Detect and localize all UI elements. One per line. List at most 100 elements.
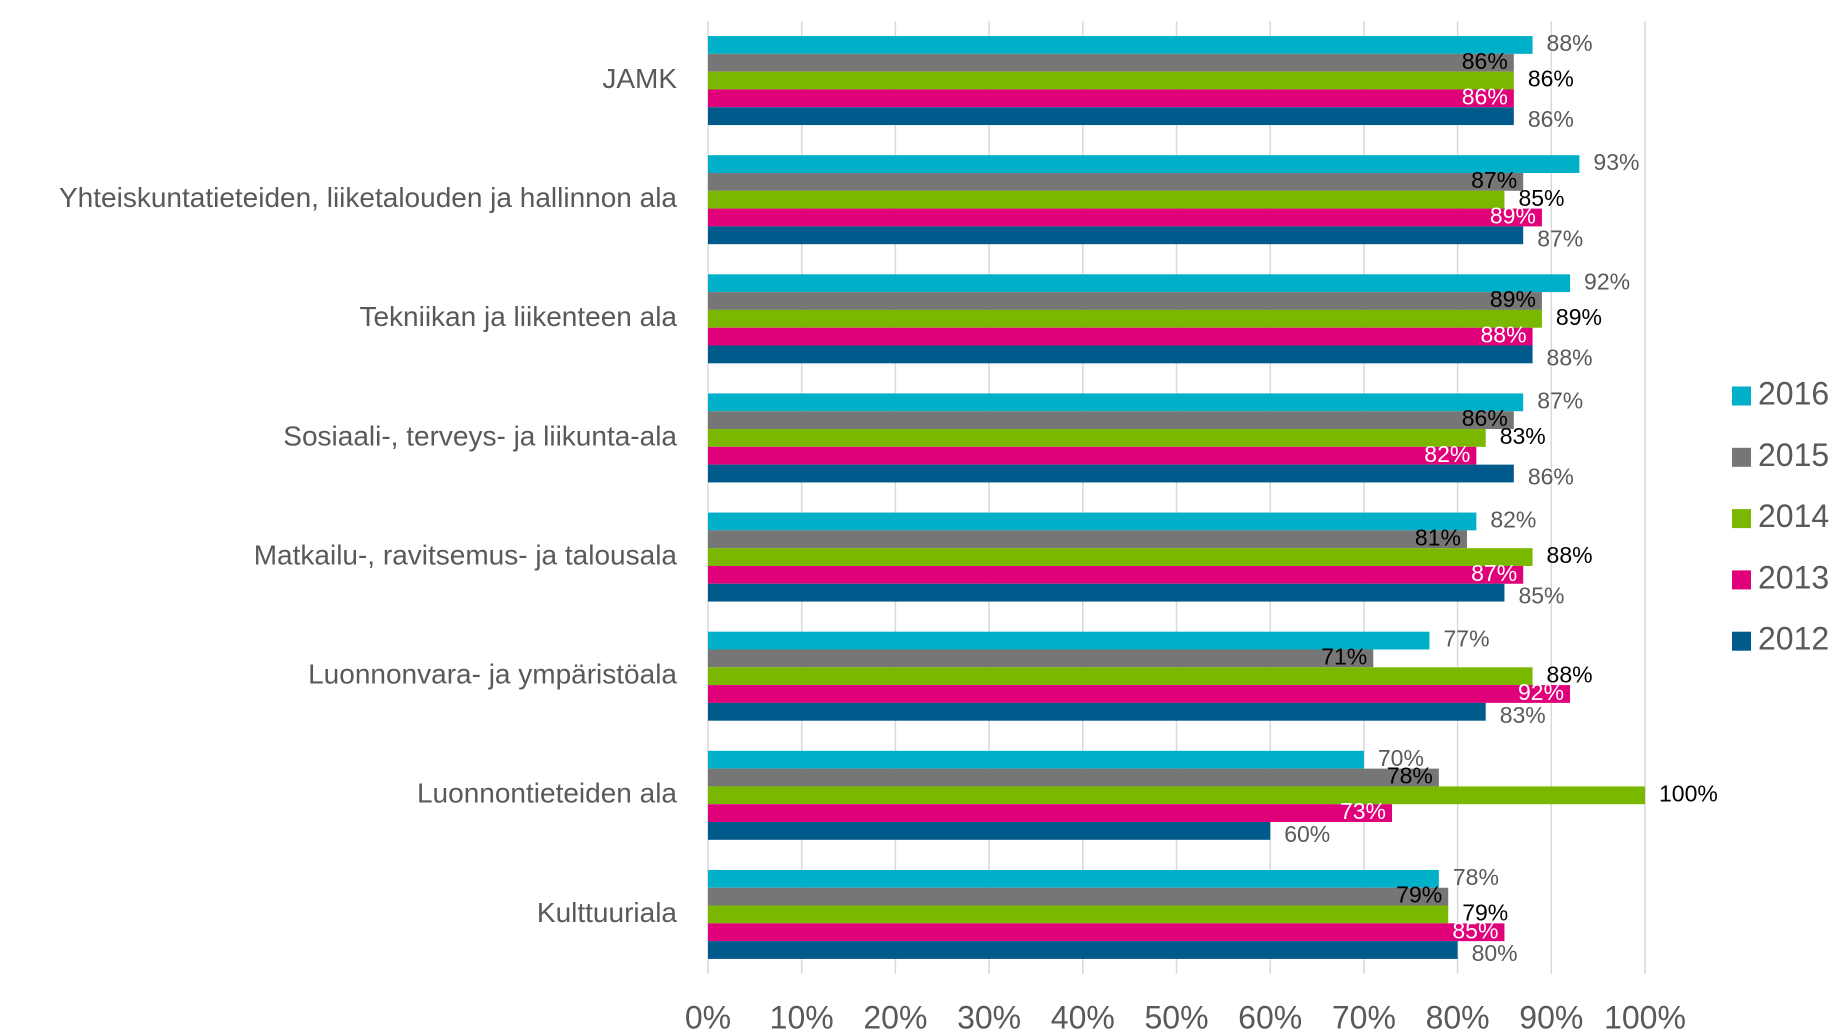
- data-label: 87%: [1471, 167, 1517, 193]
- data-label: 100%: [1659, 780, 1718, 806]
- data-label: 71%: [1321, 643, 1367, 669]
- x-tick-label: 70%: [1332, 999, 1396, 1034]
- bar: [708, 274, 1571, 293]
- data-label: 86%: [1528, 66, 1574, 92]
- category-label: Sosiaali-, terveys- ja liikunta-ala: [283, 420, 677, 451]
- bar: [708, 309, 1542, 328]
- bar: [708, 345, 1533, 364]
- bar: [708, 548, 1533, 566]
- data-label: 92%: [1584, 268, 1630, 294]
- category-label: JAMK: [602, 63, 677, 94]
- data-label: 86%: [1528, 106, 1574, 132]
- legend-swatch: [1732, 447, 1751, 467]
- data-label: 93%: [1593, 149, 1639, 175]
- legend-swatch: [1732, 386, 1751, 406]
- data-label: 86%: [1462, 405, 1508, 431]
- bar: [708, 512, 1477, 531]
- bar: [708, 53, 1514, 72]
- bar: [708, 822, 1271, 840]
- data-label: 87%: [1537, 387, 1583, 413]
- data-label: 81%: [1415, 524, 1461, 550]
- data-label: 85%: [1518, 583, 1564, 609]
- x-tick-label: 50%: [1144, 999, 1208, 1034]
- x-tick-label: 30%: [957, 999, 1021, 1034]
- data-label: 79%: [1462, 900, 1508, 926]
- bar: [708, 869, 1439, 888]
- x-tick-label: 40%: [1051, 999, 1115, 1034]
- bar: [708, 208, 1542, 227]
- bar: [708, 804, 1393, 823]
- x-tick-label: 60%: [1238, 999, 1302, 1034]
- data-label: 88%: [1481, 322, 1527, 348]
- data-label: 78%: [1387, 763, 1433, 789]
- data-label: 79%: [1396, 882, 1442, 908]
- bar: [708, 393, 1524, 412]
- bar: [708, 667, 1533, 686]
- data-label: 89%: [1490, 286, 1536, 312]
- x-tick-label: 0%: [685, 999, 731, 1034]
- bar: [708, 411, 1514, 430]
- category-label: Tekniikan ja liikenteen ala: [359, 301, 677, 332]
- bar: [708, 583, 1505, 602]
- x-tick-label: 20%: [863, 999, 927, 1034]
- data-label: 85%: [1518, 185, 1564, 211]
- bar: [708, 631, 1430, 650]
- data-label: 83%: [1500, 423, 1546, 449]
- legend-swatch: [1732, 570, 1751, 590]
- legend-label: 2015: [1758, 437, 1829, 473]
- data-label: 83%: [1500, 702, 1546, 728]
- legend-label: 2013: [1758, 559, 1829, 595]
- data-label: 85%: [1452, 917, 1498, 943]
- legend-label: 2012: [1758, 621, 1829, 657]
- x-tick-label: 10%: [770, 999, 834, 1034]
- bar: [708, 887, 1449, 906]
- bar: [708, 464, 1514, 483]
- bar: [708, 172, 1524, 191]
- bar: [708, 750, 1364, 769]
- category-label: Luonnonvara- ja ympäristöala: [308, 659, 677, 690]
- bar: [708, 530, 1467, 549]
- bar: [708, 226, 1524, 245]
- data-label: 86%: [1462, 48, 1508, 74]
- data-label: 82%: [1490, 507, 1536, 533]
- bar: [708, 702, 1486, 721]
- data-label: 86%: [1462, 83, 1508, 109]
- data-label: 82%: [1424, 441, 1470, 467]
- data-label: 88%: [1547, 661, 1593, 687]
- bar: [708, 565, 1524, 584]
- bar: [708, 768, 1439, 787]
- bar: [708, 155, 1580, 173]
- x-tick-label: 80%: [1426, 999, 1490, 1034]
- data-label: 92%: [1518, 679, 1564, 705]
- bar: [708, 36, 1533, 54]
- category-label: Matkailu-, ravitsemus- ja talousala: [254, 539, 678, 570]
- bar: [708, 327, 1533, 346]
- bar: [708, 107, 1514, 126]
- data-label: 60%: [1284, 821, 1330, 847]
- data-label: 70%: [1378, 745, 1424, 771]
- data-label: 88%: [1547, 542, 1593, 568]
- bar: [708, 685, 1571, 703]
- bar: [708, 786, 1645, 805]
- bar: [708, 190, 1505, 209]
- category-label: Luonnontieteiden ala: [417, 778, 677, 809]
- bar: [708, 446, 1477, 465]
- data-label: 77%: [1443, 626, 1489, 652]
- legend-label: 2014: [1758, 498, 1829, 534]
- data-label: 88%: [1547, 30, 1593, 56]
- bar: [708, 923, 1505, 942]
- data-label: 80%: [1472, 940, 1518, 966]
- x-tick-label: 90%: [1519, 999, 1583, 1034]
- data-label: 88%: [1547, 344, 1593, 370]
- bar: [708, 292, 1542, 310]
- category-label: Kulttuuriala: [537, 897, 678, 928]
- legend-swatch: [1732, 509, 1751, 529]
- bar: [708, 905, 1449, 924]
- data-label: 87%: [1471, 560, 1517, 586]
- data-label: 78%: [1453, 864, 1499, 890]
- legend-label: 2016: [1758, 375, 1829, 411]
- bar: [708, 89, 1514, 108]
- data-label: 87%: [1537, 225, 1583, 251]
- bar: [708, 71, 1514, 90]
